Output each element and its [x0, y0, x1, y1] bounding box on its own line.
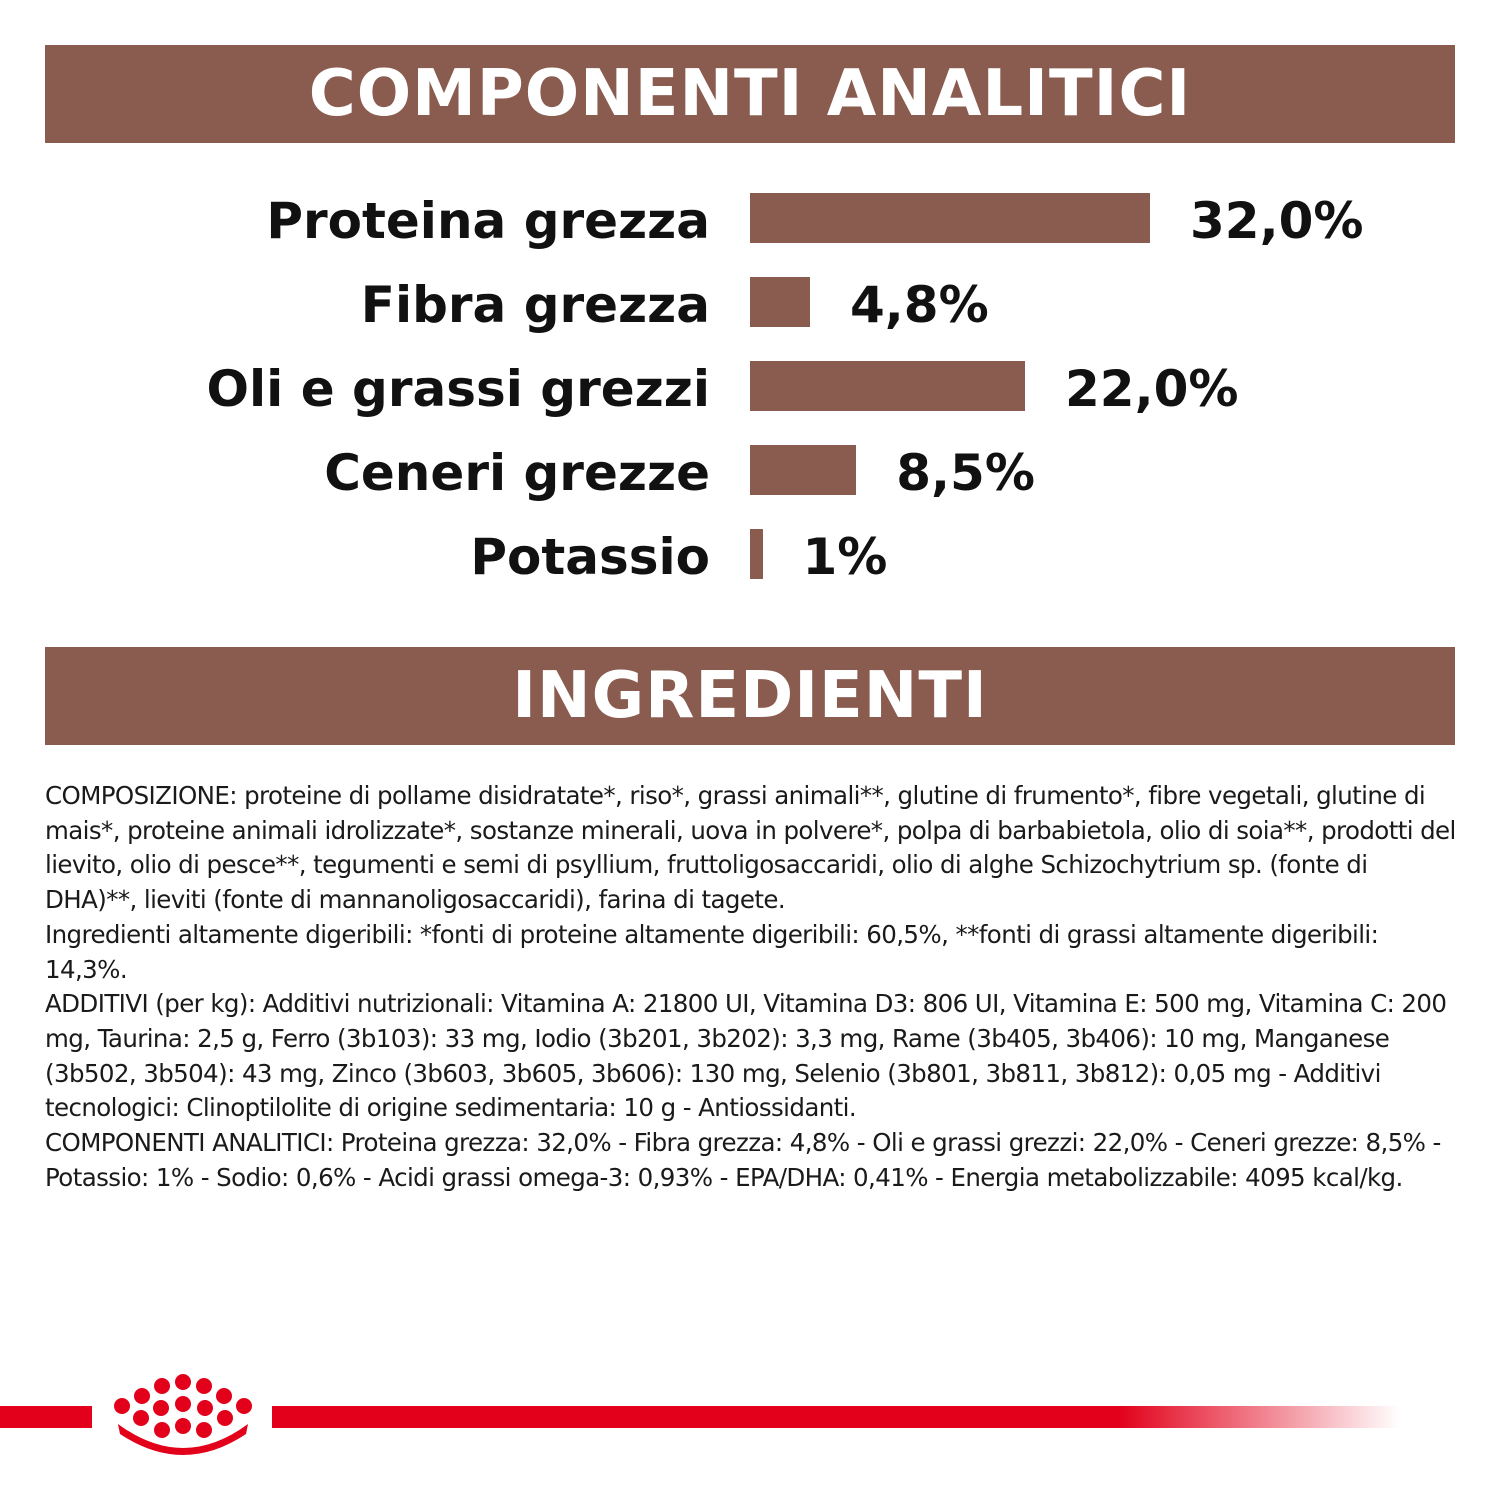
chart-value-label: 1%: [802, 528, 888, 586]
chart-value-label: 22,0%: [1065, 360, 1239, 418]
chart-category-label: Fibra grezza: [360, 276, 710, 334]
chart-value-label: 32,0%: [1190, 192, 1364, 250]
chart-category-label: Oli e grassi grezzi: [206, 360, 710, 418]
ingredients-text-block: COMPOSIZIONE: proteine di pollame disidr…: [45, 779, 1460, 1195]
ingredients-title: INGREDIENTI: [512, 659, 988, 733]
chart-row: Fibra grezza 4,8%: [0, 264, 1500, 348]
analytic-components-chart: Proteina grezza 32,0% Fibra grezza 4,8% Oli …: [0, 180, 1500, 600]
chart-value-label: 8,5%: [896, 444, 1035, 502]
chart-category-label: Potassio: [470, 528, 710, 586]
chart-category-label: Ceneri grezze: [324, 444, 710, 502]
chart-bar: [750, 529, 763, 579]
digestibility-paragraph: Ingredienti altamente digeribili: *fonti…: [45, 919, 1379, 984]
brand-line-right: [272, 1406, 1400, 1428]
chart-row: Oli e grassi grezzi 22,0%: [0, 348, 1500, 432]
brand-line-left: [0, 1406, 92, 1428]
ingredients-banner: INGREDIENTI: [45, 647, 1455, 745]
chart-row: Proteina grezza 32,0%: [0, 180, 1500, 264]
chart-category-label: Proteina grezza: [266, 192, 710, 250]
chart-bar: [750, 445, 857, 495]
analytic-components-banner: COMPONENTI ANALITICI: [45, 45, 1455, 143]
chart-value-label: 4,8%: [850, 276, 989, 334]
chart-row: Ceneri grezze 8,5%: [0, 432, 1500, 516]
chart-bar: [750, 277, 810, 327]
analytic-components-title: COMPONENTI ANALITICI: [308, 57, 1192, 131]
additives-paragraph: ADDITIVI (per kg): Additivi nutrizionali…: [45, 989, 1447, 1123]
chart-bar: [750, 193, 1150, 243]
composition-paragraph: COMPOSIZIONE: proteine di pollame disidr…: [45, 781, 1456, 915]
chart-row: Potassio 1%: [0, 516, 1500, 600]
crown-icon: [114, 1374, 252, 1455]
chart-bar: [750, 361, 1025, 411]
analytic-components-paragraph: COMPONENTI ANALITICI: Proteina grezza: 3…: [45, 1128, 1441, 1192]
